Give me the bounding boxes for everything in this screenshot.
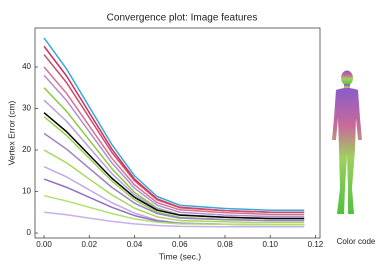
series-line [43, 66, 305, 216]
series-line [43, 149, 305, 224]
y-axis-label: Vertex Error (cm) [6, 100, 16, 165]
series-line [43, 211, 305, 228]
series-line [43, 37, 305, 211]
x-axis-label: Time (sec.) [159, 251, 201, 261]
y-tick-label: 0 [27, 228, 32, 237]
y-tick-label: 20 [22, 145, 31, 154]
y-tick-label: 10 [22, 187, 31, 196]
y-tick-label: 30 [22, 104, 31, 113]
x-tick-label: 0.02 [81, 240, 97, 249]
color-code-label: Color code [337, 237, 376, 246]
series-line [43, 45, 305, 214]
series-line [43, 54, 305, 214]
x-tick-label: 0.06 [172, 240, 188, 249]
x-tick-label: 0.00 [36, 240, 52, 249]
chart-title: Convergence plot: Image features [107, 13, 258, 24]
series-line [43, 112, 305, 220]
y-tick-label: 40 [22, 62, 31, 71]
human-figure [332, 70, 362, 214]
series-line [43, 132, 305, 222]
x-tick-label: 0.12 [308, 240, 324, 249]
x-tick-label: 0.10 [262, 240, 278, 249]
x-tick-label: 0.08 [217, 240, 233, 249]
series-line [43, 194, 305, 226]
series-line [43, 74, 305, 218]
plot-frame [34, 27, 321, 239]
x-tick-label: 0.04 [127, 240, 143, 249]
